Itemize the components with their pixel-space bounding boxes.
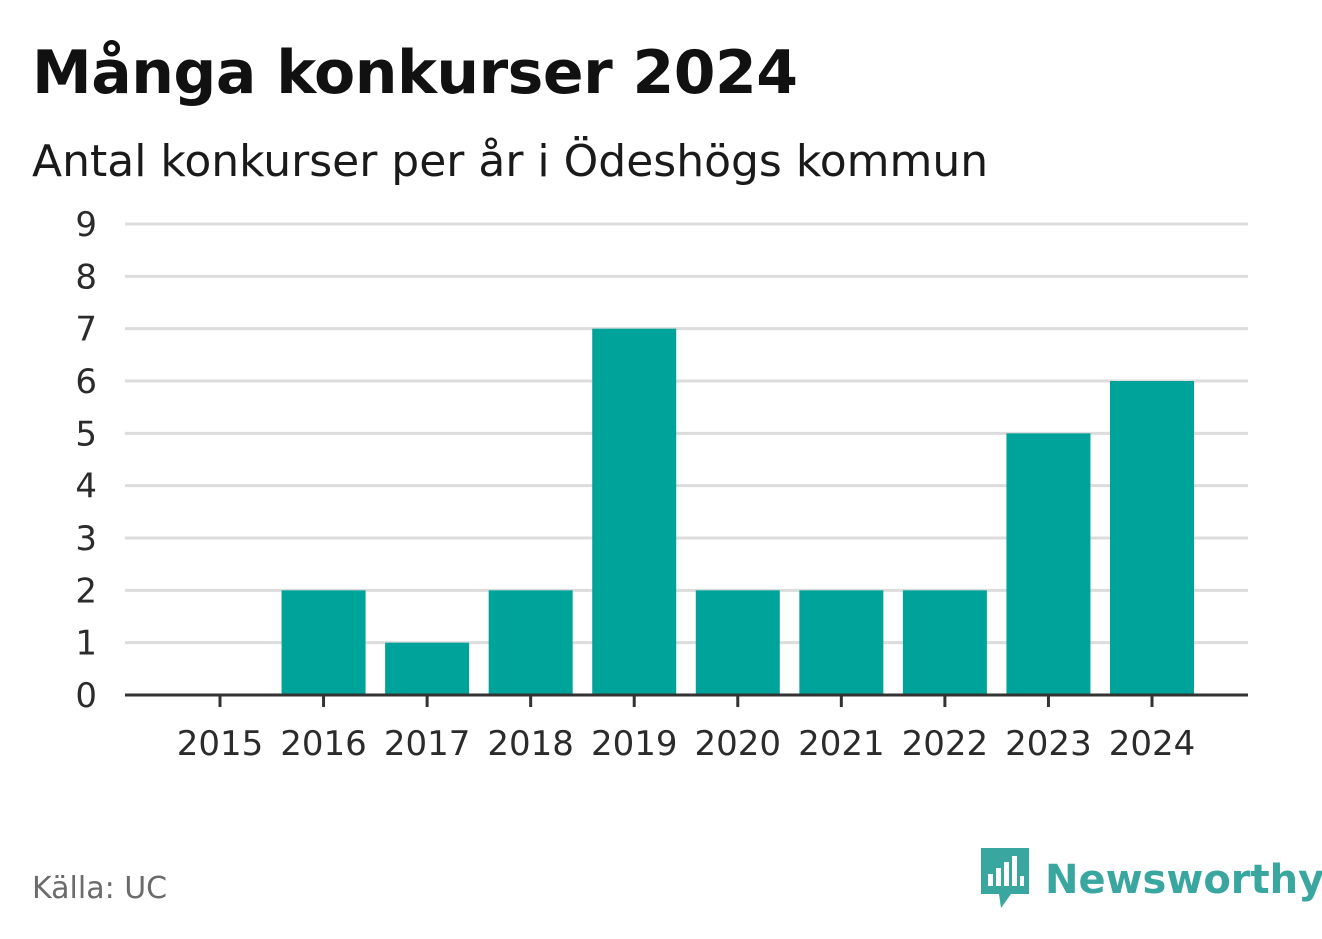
x-tick-label-2024: 2024 — [1109, 724, 1196, 764]
x-tick-label-2016: 2016 — [280, 724, 367, 764]
bar-2017 — [385, 642, 470, 695]
x-tick-label-2019: 2019 — [591, 724, 678, 764]
x-tick-label-2018: 2018 — [487, 724, 574, 764]
y-tick-label-6: 6 — [75, 362, 97, 402]
x-tick-label-2017: 2017 — [384, 724, 471, 764]
y-tick-label-5: 5 — [75, 414, 97, 454]
x-tick-label-2023: 2023 — [1005, 724, 1092, 764]
brand-name: Newsworthy — [1045, 857, 1322, 903]
x-tick-label-2020: 2020 — [695, 724, 782, 764]
bar-2019 — [592, 328, 677, 695]
y-tick-label-4: 4 — [75, 467, 97, 507]
bar-chart: 0 1 2 3 4 5 6 7 8 9 2015 2016 2017 2018 2019 2020 2021 20… — [75, 205, 1248, 764]
bar-2022 — [902, 590, 987, 695]
brand-logo: Newsworthy — [981, 848, 1322, 912]
y-tick-label-9: 9 — [75, 205, 97, 245]
x-tick-label-2021: 2021 — [798, 724, 885, 764]
newsworthy-logo-icon — [981, 848, 1029, 908]
y-tick-label-2: 2 — [75, 571, 97, 611]
y-tick-label-8: 8 — [75, 257, 97, 297]
bar-2018 — [488, 590, 573, 695]
bar-2024 — [1110, 381, 1194, 695]
x-tick-label-2022: 2022 — [902, 724, 989, 764]
chart-title: Många konkurser 2024 — [32, 38, 798, 108]
bar-2021 — [799, 590, 884, 695]
y-tick-label-1: 1 — [75, 624, 97, 664]
bar-2020 — [695, 590, 780, 695]
y-tick-label-3: 3 — [75, 519, 97, 559]
source-note: Källa: UC — [32, 871, 168, 906]
y-tick-label-7: 7 — [75, 310, 97, 350]
bar-2016 — [281, 590, 366, 695]
chart-subtitle: Antal konkurser per år i Ödeshögs kommun — [32, 136, 989, 187]
y-tick-label-0: 0 — [75, 676, 97, 716]
bar-2023 — [1006, 433, 1091, 695]
x-tick-label-2015: 2015 — [177, 724, 264, 764]
